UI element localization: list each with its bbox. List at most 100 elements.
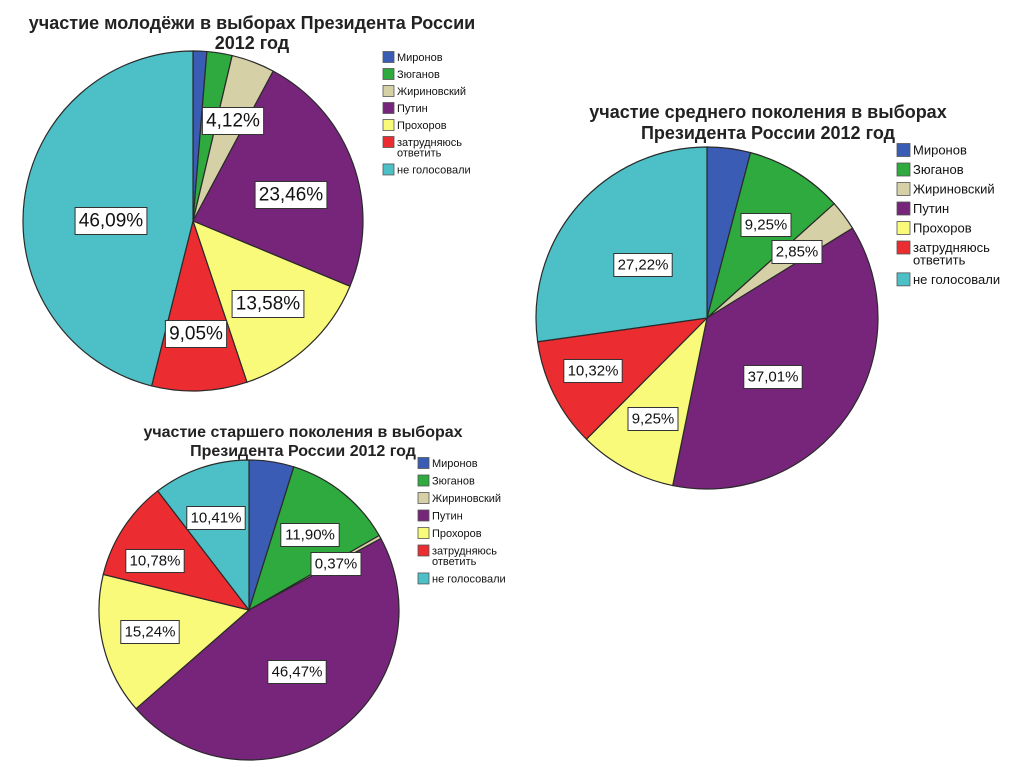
legend-item: Прохоров — [382, 119, 447, 132]
legend-item: Жириновский — [382, 85, 466, 98]
legend-item: Миронов — [417, 457, 478, 470]
legend-item: Миронов — [896, 143, 967, 158]
legend-item: не голосовали — [417, 572, 506, 585]
data-label: 15,24% — [120, 620, 180, 644]
legend-item: Зюганов — [417, 474, 475, 487]
legend-item: Зюганов — [896, 162, 964, 177]
legend-swatch — [382, 51, 395, 63]
legend-swatch — [896, 240, 911, 255]
chart-title-line: 2012 год — [215, 33, 290, 53]
legend-label: Зюганов — [397, 69, 440, 81]
data-label-text: 0,37% — [315, 556, 358, 573]
legend-label: затрудняюсь — [432, 545, 497, 557]
legend-item: Жириновский — [896, 182, 995, 197]
legend-item: Зюганов — [382, 68, 440, 81]
legend-swatch — [896, 182, 911, 196]
pie-slice — [192, 70, 364, 288]
legend-item: Прохоров — [417, 527, 482, 540]
data-label: 10,41% — [186, 506, 246, 530]
data-label: 37,01% — [743, 365, 803, 389]
legend-swatch — [896, 143, 911, 157]
legend-item: не голосовали — [382, 163, 471, 176]
data-label-text: 10,32% — [568, 363, 619, 380]
data-label: 46,47% — [267, 660, 327, 684]
legend-label: Путин — [913, 201, 949, 216]
pie-slice — [135, 537, 400, 761]
legend-swatch — [417, 474, 430, 487]
legend-item: Путин — [896, 201, 949, 216]
legend-swatch — [382, 68, 395, 80]
chart-title-line: участие старшего поколения в выборах — [143, 424, 462, 441]
data-label: 0,37% — [310, 552, 362, 576]
data-label: 46,09% — [74, 207, 148, 235]
legend-swatch — [382, 85, 395, 97]
legend-swatch — [896, 272, 911, 287]
legend-item: Жириновский — [417, 492, 501, 505]
legend-swatch — [382, 119, 395, 131]
legend-item: Миронов — [382, 51, 443, 64]
legend-swatch — [896, 201, 911, 216]
legend-label: не голосовали — [432, 573, 506, 585]
data-label-text: 2,85% — [776, 244, 819, 261]
legend-label: ответить — [432, 556, 477, 568]
data-label: 27,22% — [613, 253, 673, 277]
data-label: 10,78% — [125, 549, 185, 573]
legend-label: ответить — [913, 253, 966, 268]
data-label-text: 46,09% — [79, 211, 144, 232]
data-label-text: 11,90% — [285, 527, 335, 544]
legend-label: затрудняюсь — [397, 137, 462, 149]
legend-swatch — [896, 221, 911, 235]
legend-label: не голосовали — [397, 164, 471, 176]
data-label: 23,46% — [254, 181, 328, 209]
pie-slice — [672, 227, 879, 490]
chart-title-line: участие молодёжи в выборах Президента Ро… — [29, 13, 475, 33]
legend-swatch — [417, 509, 430, 522]
legend-swatch — [417, 572, 430, 585]
legend-label: Зюганов — [913, 162, 964, 177]
legend-label: Жириновский — [432, 493, 501, 505]
pie-slice — [535, 146, 708, 343]
data-label-text: 23,46% — [259, 185, 324, 206]
pie-chart-3: участие старшего поколения в выборах През… — [98, 424, 506, 761]
legend-label: не голосовали — [913, 272, 1000, 287]
data-label-text: 13,58% — [236, 294, 301, 315]
legend-label: Прохоров — [913, 221, 972, 236]
data-label: 9,25% — [627, 407, 679, 431]
legend-item: Путин — [382, 102, 428, 115]
data-label: 2,85% — [771, 240, 823, 264]
legend-item: Прохоров — [896, 221, 972, 236]
data-label: 9,25% — [740, 213, 792, 237]
pie-chart-1: участие молодёжи в выборах Президента Ро… — [22, 13, 475, 392]
pie-chart-2: участие среднего поколения в выборахПрез… — [535, 102, 1000, 490]
legend-label: Миронов — [913, 143, 967, 158]
data-label-text: 27,22% — [618, 257, 669, 274]
data-label-text: 37,01% — [748, 369, 799, 386]
pie-slice — [156, 459, 250, 612]
legend-label: затрудняюсь — [913, 240, 990, 255]
legend-item: Путин — [417, 509, 463, 522]
data-label-text: 46,47% — [272, 664, 323, 681]
legend-label: ответить — [397, 147, 442, 159]
legend-swatch — [896, 162, 911, 177]
data-label: 9,05% — [164, 320, 228, 348]
chart-title-line: Президента России 2012 год — [190, 443, 416, 460]
data-label: 13,58% — [231, 290, 305, 318]
data-label: 4,12% — [201, 107, 265, 135]
legend-label: Миронов — [432, 458, 478, 470]
data-label: 10,32% — [563, 359, 623, 383]
legend-swatch — [382, 136, 395, 148]
pie-slice — [150, 218, 248, 392]
data-label-text: 9,25% — [632, 411, 675, 428]
legend-swatch — [417, 457, 430, 469]
data-label: 11,90% — [280, 523, 340, 547]
legend-swatch — [382, 163, 395, 176]
data-label-text: 10,78% — [130, 553, 181, 570]
legend-swatch — [417, 544, 430, 557]
legend-label: Путин — [432, 510, 463, 522]
data-label-text: 10,41% — [191, 510, 242, 527]
legend-label: Путин — [397, 103, 428, 115]
chart-title-line: Президента России 2012 год — [641, 123, 896, 143]
data-label-text: 9,25% — [745, 217, 788, 234]
